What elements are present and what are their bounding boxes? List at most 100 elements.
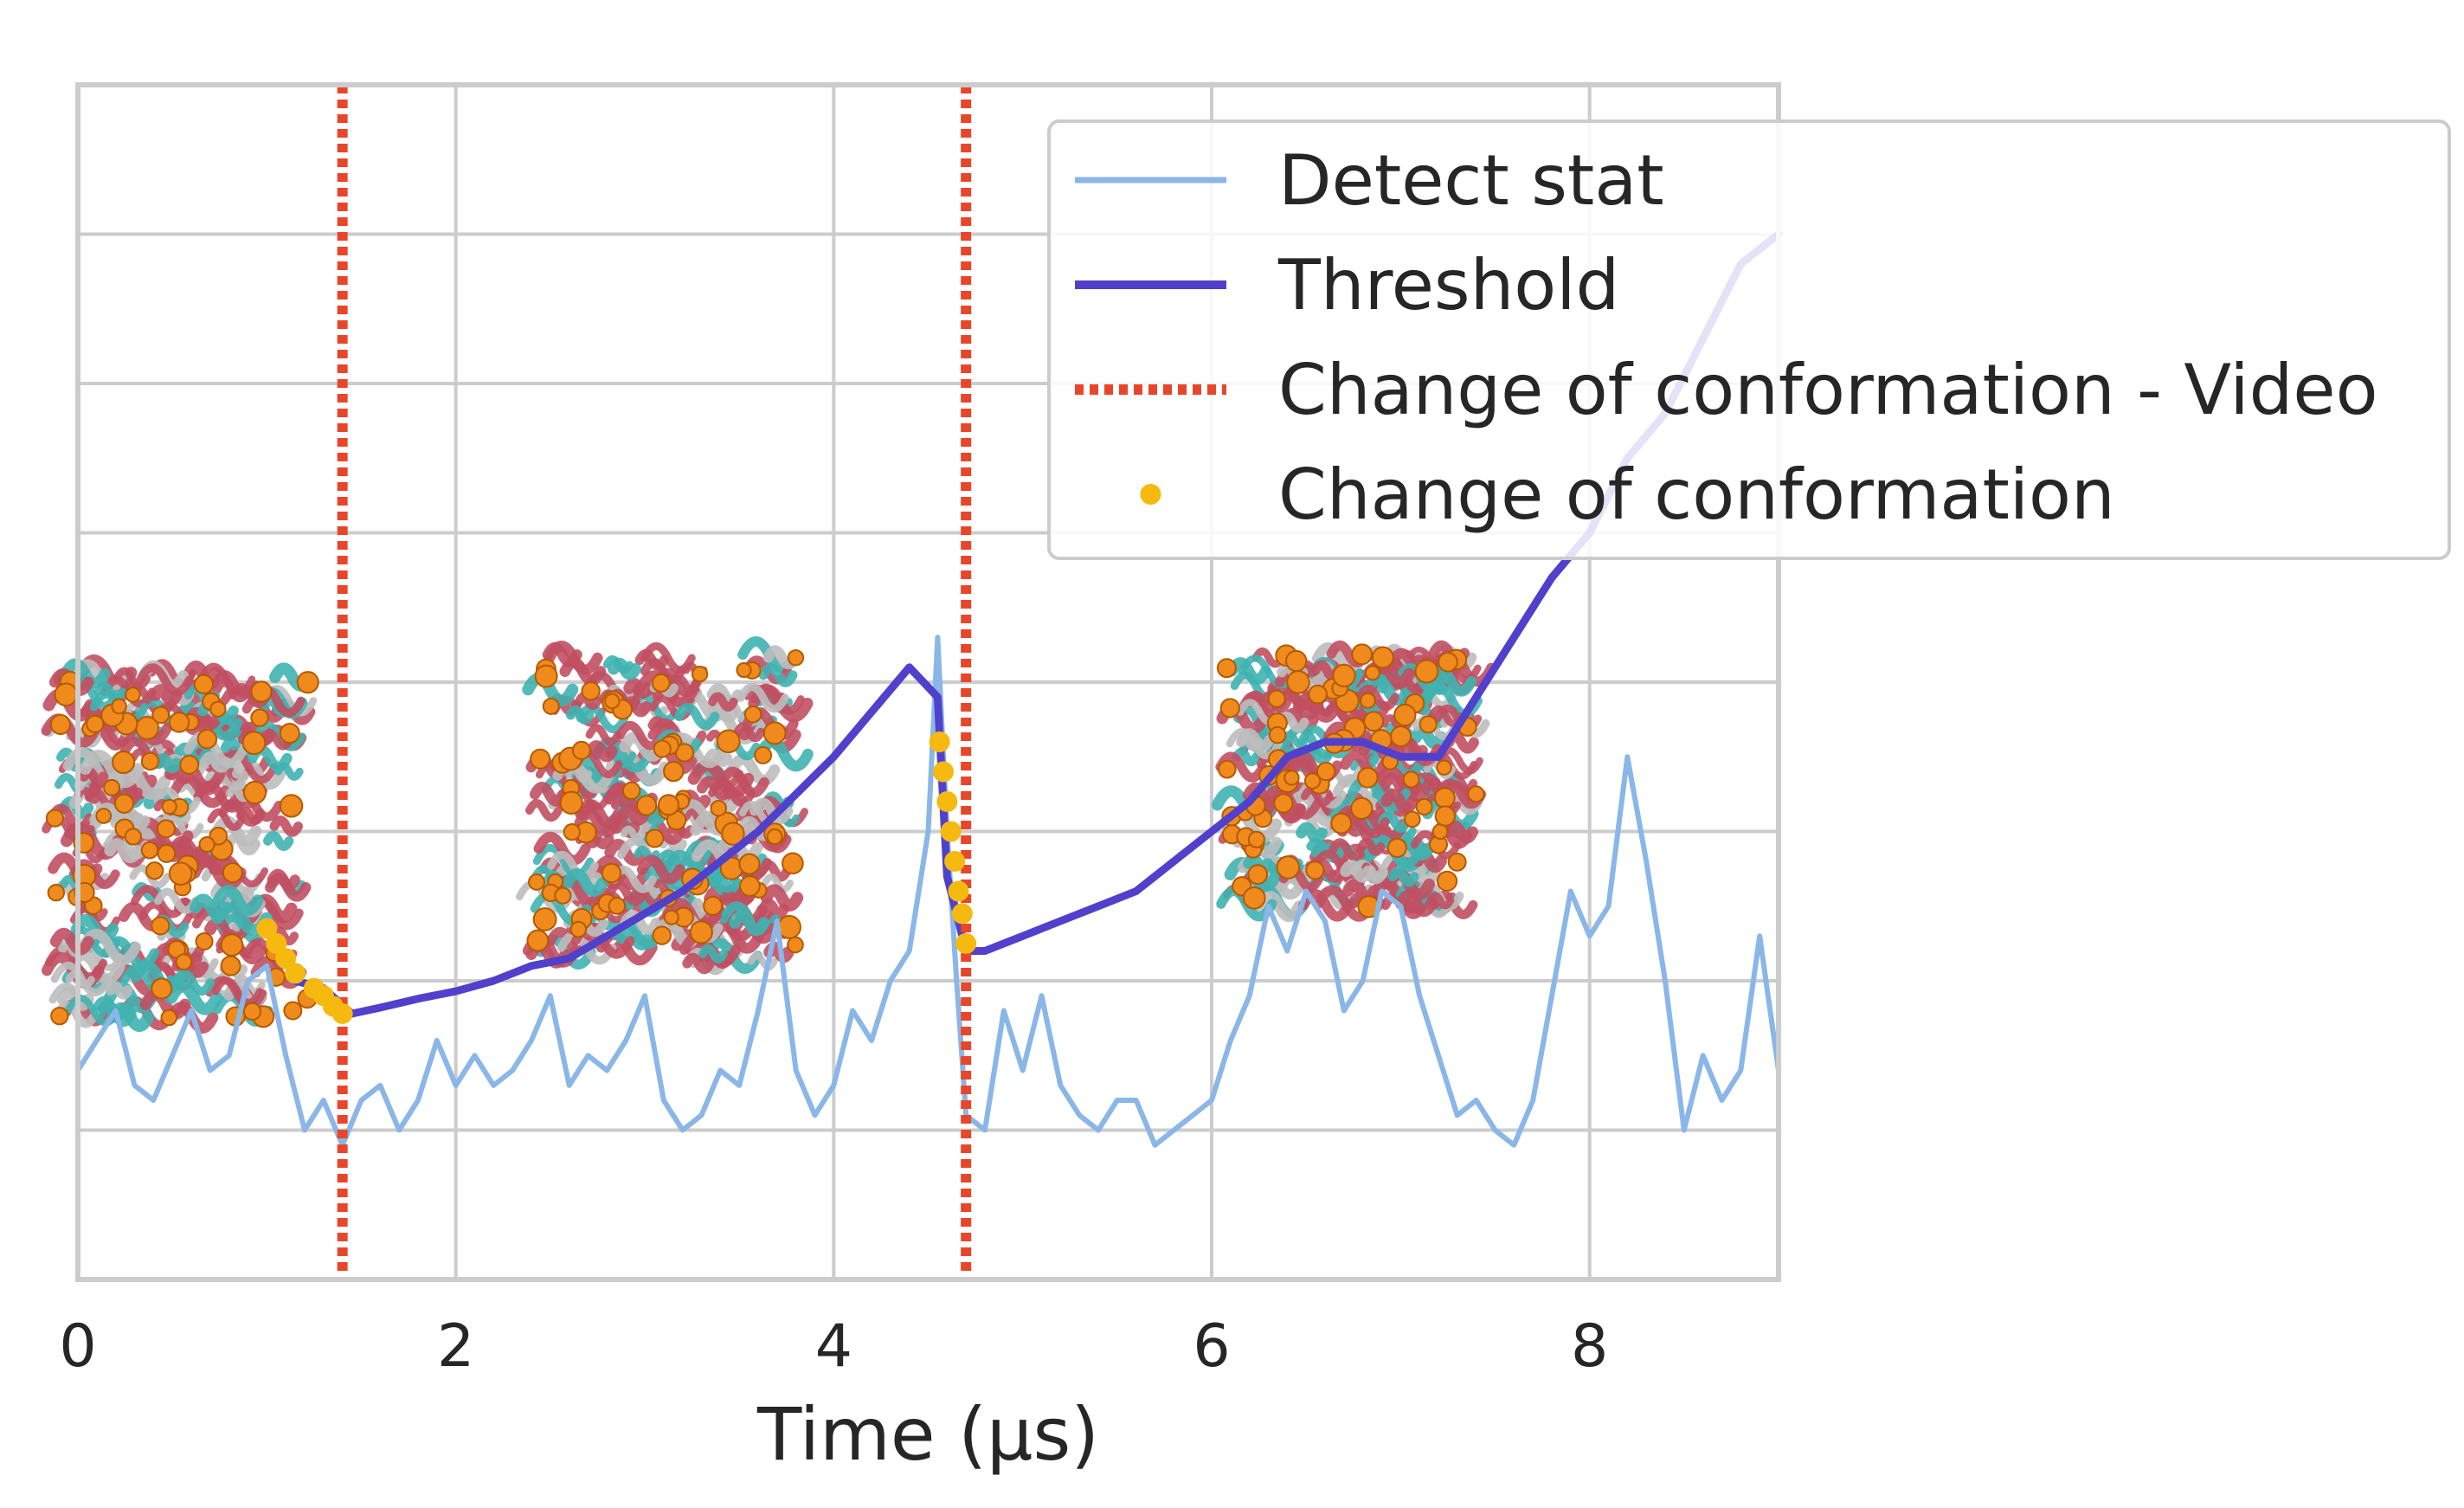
protein-atom	[653, 739, 672, 758]
protein-atom	[721, 822, 745, 846]
protein-ribbon	[755, 737, 814, 772]
protein-atom	[1247, 830, 1265, 848]
change-point	[285, 963, 306, 984]
protein-atom	[635, 795, 658, 816]
x-axis-label: Time (μs)	[756, 1392, 1099, 1477]
protein-ribbon	[258, 728, 294, 751]
protein-atom	[220, 955, 241, 976]
protein-ribbon	[1311, 642, 1367, 675]
protein-atom	[156, 819, 176, 839]
x-tick-label: 4	[815, 1312, 852, 1381]
protein-atom	[1242, 886, 1266, 910]
protein-atom	[526, 929, 550, 952]
protein-ribbon	[1340, 749, 1390, 780]
protein-ribbon	[224, 832, 261, 856]
protein-atom	[1371, 646, 1394, 669]
protein-ribbon	[105, 805, 145, 830]
protein-atom	[49, 713, 71, 735]
protein-ribbon	[184, 706, 222, 731]
protein-ribbon	[183, 731, 248, 769]
protein-ribbon	[1236, 732, 1264, 752]
change-point	[944, 851, 966, 872]
protein-ribbon	[1380, 789, 1419, 814]
protein-ribbon	[212, 885, 264, 916]
protein-ribbon	[737, 682, 789, 713]
protein-ribbon	[565, 705, 595, 725]
protein-ribbon	[1426, 892, 1455, 910]
protein-atom	[160, 1009, 178, 1027]
protein-atom	[1332, 663, 1356, 688]
protein-ribbon	[747, 951, 778, 971]
protein-atom	[50, 1007, 69, 1026]
protein-atom	[787, 936, 804, 954]
legend-label: Threshold	[1277, 245, 1619, 325]
protein-ribbon	[758, 663, 798, 687]
protein-ribbon	[263, 831, 294, 851]
protein-atom	[559, 790, 583, 815]
protein-ribbon	[576, 703, 629, 733]
legend-label: Detect stat	[1278, 140, 1664, 221]
protein-atom	[663, 760, 685, 783]
protein-ribbon	[687, 759, 755, 799]
protein-atom	[1283, 770, 1300, 786]
protein-atom	[47, 884, 66, 902]
protein-atom	[151, 916, 170, 936]
protein-atom	[220, 933, 244, 957]
protein-atom	[125, 686, 141, 703]
protein-atom	[250, 680, 273, 703]
protein-ribbon	[620, 825, 647, 842]
protein-ribbon	[1410, 725, 1447, 750]
protein-atom	[1390, 725, 1412, 748]
protein-ribbon	[1340, 860, 1374, 883]
series	[75, 85, 1783, 1279]
protein-atom	[193, 673, 215, 695]
protein-atom	[663, 909, 679, 925]
protein-atom	[195, 931, 214, 951]
legend-swatch-change	[1140, 484, 1161, 505]
protein-atom	[703, 895, 724, 916]
protein-atom	[1436, 759, 1452, 776]
protein-ribbon	[189, 893, 233, 921]
protein-ribbon	[164, 980, 223, 1015]
protein-ribbon	[575, 692, 602, 710]
protein-ribbon	[614, 761, 646, 783]
protein-ribbon	[575, 799, 625, 830]
protein-atom	[1393, 703, 1417, 727]
protein-ribbon	[547, 850, 599, 881]
protein-atom	[168, 861, 193, 886]
protein-atom	[140, 751, 160, 771]
change-point	[932, 761, 954, 783]
protein-atom	[657, 794, 680, 816]
protein-structure-3	[1211, 640, 1496, 923]
protein-atom	[54, 682, 79, 707]
change-point	[948, 880, 969, 902]
protein-atom	[530, 748, 551, 770]
protein-atom	[652, 925, 672, 945]
protein-atom	[691, 666, 709, 683]
change-point	[936, 791, 958, 812]
change-point	[275, 948, 297, 970]
protein-atom	[651, 673, 671, 693]
protein-ribbon	[559, 657, 607, 686]
protein-ribbon	[104, 838, 144, 864]
protein-ribbon	[1442, 820, 1479, 844]
protein-ribbon	[1387, 867, 1419, 887]
protein-atom	[124, 828, 143, 846]
protein-atom	[743, 705, 762, 724]
protein-atom	[140, 841, 159, 860]
change-point	[955, 932, 977, 954]
change-point	[256, 918, 278, 939]
protein-ribbon	[726, 753, 781, 786]
protein-ribbon	[1357, 837, 1386, 856]
protein-atom	[569, 920, 588, 938]
protein-atom	[1415, 797, 1433, 816]
protein-ribbon	[50, 961, 113, 996]
protein-ribbon	[1354, 684, 1399, 712]
x-tick-label: 8	[1571, 1312, 1608, 1381]
protein-atom	[1414, 659, 1439, 684]
protein-atom	[45, 809, 64, 828]
protein-atom	[151, 977, 173, 1000]
protein-atom	[777, 915, 801, 939]
protein-atom	[198, 835, 216, 854]
